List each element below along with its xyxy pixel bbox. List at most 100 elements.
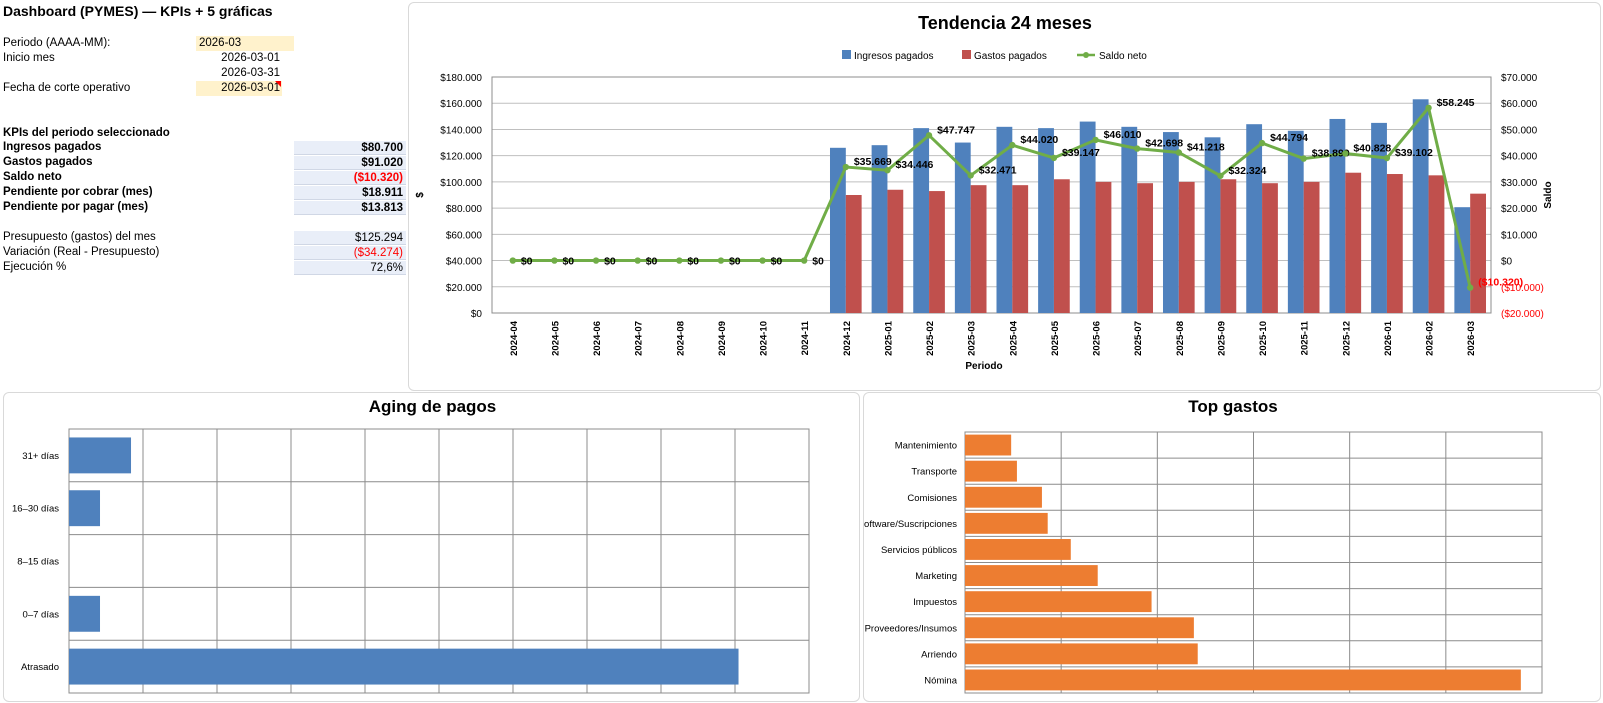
plot-area <box>491 76 1492 314</box>
budget-label: Ejecución % <box>3 261 67 273</box>
y-axis-title: $ <box>415 192 426 198</box>
periodo-input[interactable]: 2026-03 <box>196 36 294 51</box>
corte-label: Fecha de corte operativo <box>3 82 131 94</box>
saldo-point <box>884 167 891 174</box>
x-tick-label: 2025-09 <box>1216 321 1227 356</box>
fin-value: 2026-03-31 <box>221 67 280 79</box>
saldo-data-label: $0 <box>812 256 824 268</box>
x-tick-label: 2024-11 <box>800 320 811 355</box>
saldo-point <box>925 132 933 139</box>
plot-area <box>964 431 1543 694</box>
saldo-data-label: $47.747 <box>937 124 975 136</box>
bar <box>69 648 739 685</box>
x-tick-label: 2024-05 <box>550 320 561 356</box>
y2-tick-label: $30.000 <box>1501 178 1538 189</box>
top-gastos-chart[interactable]: Top gastos Mantenimiento Transporte Comisio… <box>863 392 1601 702</box>
bar-ingresos <box>1287 130 1304 313</box>
x-axis-title: Periodo <box>965 361 1002 372</box>
category-label: Servicios públicos <box>881 545 957 556</box>
y-tick-label: $40.000 <box>446 257 483 268</box>
saldo-data-label: $0 <box>771 256 783 268</box>
bar <box>965 617 1194 639</box>
category-label: 31+ días <box>22 451 59 462</box>
bar-ingresos <box>1038 128 1054 313</box>
kpi-value[interactable]: $18.911 <box>294 186 406 200</box>
kpi-label: Saldo neto <box>3 171 62 183</box>
corte-input[interactable]: 2026-03-01 <box>196 81 282 96</box>
chart-title: Top gastos <box>1188 397 1277 416</box>
x-tick-label: 2024-06 <box>592 321 603 356</box>
saldo-point <box>717 257 725 264</box>
bar <box>965 486 1042 508</box>
kpi-label: Gastos pagados <box>3 156 93 168</box>
y2-tick-label: $60.000 <box>1501 99 1538 110</box>
kpi-value[interactable]: $91.020 <box>294 156 406 170</box>
kpi-label: Ingresos pagados <box>3 141 102 153</box>
aging-chart-svg: Aging de pagos 31+ días 16–30 días 8–15 día… <box>12 397 810 694</box>
budget-value[interactable]: $125.294 <box>294 231 406 245</box>
bar <box>69 490 101 527</box>
budget-value[interactable]: 72,6% <box>294 261 406 275</box>
kpi-value[interactable]: ($10.320) <box>294 171 406 185</box>
bar-ingresos <box>1329 118 1346 313</box>
bar-gastos <box>1262 183 1278 313</box>
saldo-data-label: $34.446 <box>895 159 933 171</box>
bar-ingresos <box>1371 122 1387 313</box>
trend-chart[interactable]: Tendencia 24 meses Ingresos pagados Gastos… <box>408 2 1601 391</box>
x-tick-label: 2024-10 <box>759 321 770 356</box>
bar <box>69 595 101 632</box>
saldo-point <box>1217 172 1224 179</box>
y2-tick-label: ($10.000) <box>1501 283 1544 294</box>
bar-gastos <box>1053 179 1070 313</box>
chart-title: Aging de pagos <box>369 397 497 416</box>
kpi-value[interactable]: $13.813 <box>294 201 406 215</box>
x-tick-label: 2024-12 <box>842 321 853 356</box>
periodo-label: Periodo (AAAA-MM): <box>3 37 111 49</box>
kpi-value[interactable]: $80.700 <box>294 141 406 155</box>
bar <box>965 565 1098 586</box>
saldo-point <box>759 257 766 264</box>
category-label: 16–30 días <box>12 504 59 515</box>
x-tick-label: 2024-07 <box>634 321 645 356</box>
saldo-data-label: $32.471 <box>979 164 1017 176</box>
category-label: Nómina <box>924 675 957 686</box>
bar-gastos <box>1095 181 1112 313</box>
bar <box>965 539 1071 560</box>
bar-ingresos <box>913 128 930 313</box>
bar-ingresos <box>829 147 846 313</box>
saldo-data-label: $0 <box>729 256 741 268</box>
x-tick-label: 2025-08 <box>1175 321 1186 356</box>
saldo-point <box>842 163 850 171</box>
saldo-point <box>1092 136 1099 144</box>
saldo-point <box>1133 145 1141 152</box>
saldo-data-label: $0 <box>646 256 658 268</box>
aging-chart[interactable]: Aging de pagos 31+ días 16–30 días 8–15 día… <box>3 392 860 702</box>
bar-gastos <box>887 189 904 313</box>
saldo-data-label: $42.698 <box>1145 138 1183 150</box>
budget-label: Presupuesto (gastos) del mes <box>3 231 156 243</box>
saldo-line <box>512 104 1472 288</box>
saldo-data-label: $41.218 <box>1187 141 1225 153</box>
bar-gastos <box>1137 183 1154 313</box>
bar <box>965 460 1017 482</box>
saldo-point <box>1258 139 1266 147</box>
x-tick-label: 2025-11 <box>1300 320 1311 355</box>
budget-value[interactable]: ($34.274) <box>294 246 406 260</box>
saldo-data-label: $0 <box>687 256 699 268</box>
saldo-data-label: $0 <box>562 256 574 268</box>
x-tick-label: 2025-06 <box>1092 321 1103 356</box>
x-tick-label: 2025-07 <box>1133 321 1144 356</box>
y-tick-label: $60.000 <box>446 230 483 241</box>
saldo-data-label: $32.324 <box>1228 165 1266 177</box>
category-label: 0–7 días <box>23 609 60 620</box>
bar-ingresos <box>1246 124 1263 313</box>
kpis-heading: KPIs del periodo seleccionado <box>3 127 170 139</box>
inicio-label: Inicio mes <box>3 52 55 64</box>
bar <box>965 643 1198 665</box>
bar-ingresos <box>1162 132 1179 313</box>
y-tick-label: $160.000 <box>440 99 482 110</box>
saldo-data-label: $0 <box>604 256 616 268</box>
x-tick-label: 2026-02 <box>1425 321 1436 356</box>
bar-ingresos <box>996 126 1013 313</box>
category-label: Marketing <box>915 571 957 582</box>
